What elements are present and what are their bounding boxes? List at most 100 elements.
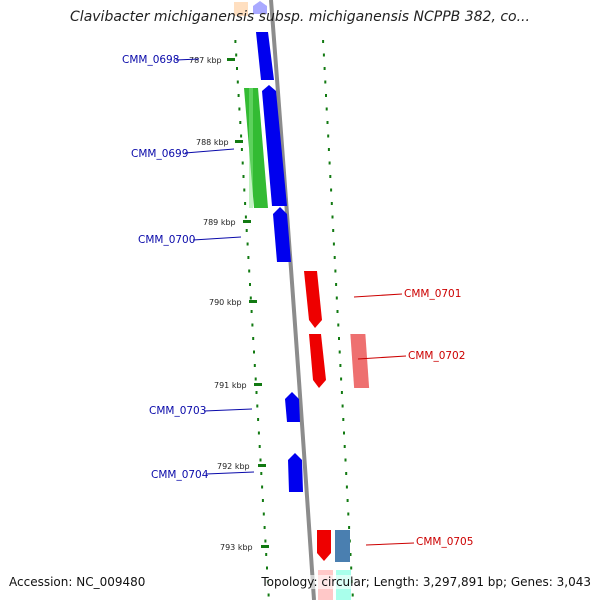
right-tick-39 [350, 566, 353, 570]
left-tick-35 [262, 512, 265, 516]
right-tick-5 [325, 107, 328, 111]
left-tick-34 [261, 499, 264, 502]
gene-leader-cmm-0698 [175, 58, 200, 61]
gene-cmm-0701[interactable] [304, 271, 322, 328]
right-tick-35 [347, 512, 350, 516]
gene-top-blue-faded [253, 1, 267, 14]
kbp-tick-791 [254, 383, 262, 386]
kbp-label-792: 792 kbp [217, 462, 250, 471]
right-tick-4 [325, 94, 327, 97]
kbp-label-793: 793 kbp [220, 543, 253, 552]
gene-cmm-0704[interactable] [288, 453, 303, 492]
gene-cmm-0705-blue[interactable] [335, 530, 350, 562]
gene-cmm-0702[interactable] [309, 334, 326, 388]
gene-leader-cmm-0703 [203, 408, 253, 412]
gene-cmm-0702-pale[interactable] [350, 334, 370, 388]
right-tick-19 [335, 296, 338, 300]
genome-summary: Topology: circular; Length: 3,297,891 bp… [261, 575, 591, 589]
left-tick-20 [250, 310, 253, 313]
right-tick-29 [343, 431, 345, 435]
right-tick-9 [328, 161, 331, 165]
kbp-tick-789 [243, 220, 251, 223]
right-tick-23 [338, 350, 341, 354]
gene-label-cmm-0705[interactable]: CMM_0705 [416, 536, 473, 548]
right-tick-7 [327, 134, 330, 138]
gene-label-cmm-0703[interactable]: CMM_0703 [149, 405, 206, 417]
left-tick-26 [255, 391, 258, 394]
gene-leader-cmm-0704 [205, 471, 255, 475]
left-tick-8 [240, 148, 243, 151]
left-tick-31 [259, 458, 262, 462]
kbp-tick-787 [227, 58, 235, 61]
left-tick-32 [260, 472, 263, 475]
gene-label-cmm-0704[interactable]: CMM_0704 [151, 469, 209, 481]
gene-cmm-0700[interactable] [273, 207, 291, 262]
left-tick-25 [254, 377, 257, 381]
gene-cmm-0703[interactable] [285, 392, 300, 422]
left-tick-41 [267, 593, 270, 597]
gene-leader-cmm-0700 [192, 236, 242, 241]
left-tick-0 [234, 40, 237, 43]
kbp-label-791: 791 kbp [214, 381, 247, 390]
left-tick-30 [258, 445, 261, 448]
right-tick-21 [337, 323, 340, 327]
kbp-label-789: 789 kbp [203, 218, 236, 227]
left-tick-17 [248, 269, 251, 273]
right-tick-17 [334, 269, 337, 273]
gene-green-highlight [249, 88, 253, 208]
right-tick-38 [349, 553, 352, 556]
left-tick-5 [238, 107, 241, 111]
right-tick-16 [333, 256, 336, 259]
right-tick-1 [322, 53, 325, 57]
map-title: Clavibacter michiganensis subsp. michiga… [70, 9, 530, 25]
gene-cmm-0705[interactable] [317, 530, 331, 561]
left-tick-11 [243, 188, 246, 192]
kbp-tick-792 [258, 464, 266, 467]
right-tick-12 [330, 202, 333, 205]
right-tick-2 [323, 67, 326, 70]
kbp-label-787: 787 kbp [189, 56, 222, 65]
gene-label-cmm-0698[interactable]: CMM_0698 [122, 54, 179, 66]
right-tick-13 [331, 215, 334, 219]
left-tick-13 [244, 215, 247, 219]
left-tick-22 [252, 337, 255, 340]
left-gene-labels: CMM_0698 CMM_0699 CMM_0700 CMM_0703 CMM_… [122, 54, 255, 481]
kbp-scale: 787 kbp 788 kbp 789 kbp 790 kbp 791 kbp … [189, 56, 269, 552]
left-tick-29 [257, 431, 260, 435]
left-tick-3 [236, 80, 239, 84]
gene-cmm-0698[interactable] [256, 32, 274, 80]
right-tick-27 [341, 404, 344, 408]
left-tick-10 [242, 175, 245, 178]
kbp-tick-788 [235, 140, 243, 143]
gene-top-orange [234, 2, 248, 16]
left-tick-21 [251, 323, 254, 327]
left-tick-12 [244, 202, 247, 205]
right-tick-25 [340, 377, 343, 381]
left-tick-track [234, 40, 270, 597]
left-tick-27 [256, 404, 259, 408]
right-tick-8 [327, 148, 330, 151]
right-tick-36 [348, 526, 351, 529]
right-tick-20 [336, 310, 339, 313]
left-tick-4 [237, 94, 240, 97]
gene-leader-cmm-0701 [353, 293, 403, 298]
right-tick-31 [344, 458, 347, 462]
gene-label-cmm-0702[interactable]: CMM_0702 [408, 350, 465, 362]
right-tick-26 [340, 391, 343, 394]
right-tick-14 [332, 229, 335, 232]
left-tick-7 [240, 134, 243, 138]
right-tick-28 [342, 418, 345, 421]
left-tick-2 [236, 67, 238, 70]
right-tick-0 [322, 40, 325, 43]
gene-label-cmm-0699[interactable]: CMM_0699 [131, 148, 188, 160]
genome-backbone [269, 0, 316, 600]
left-tick-6 [239, 121, 242, 124]
left-tick-24 [253, 364, 256, 367]
gene-leader-cmm-0699 [184, 148, 235, 154]
right-tick-41 [351, 593, 354, 597]
gene-label-cmm-0701[interactable]: CMM_0701 [404, 288, 461, 300]
left-tick-36 [263, 526, 266, 529]
gene-label-cmm-0700[interactable]: CMM_0700 [138, 234, 195, 246]
gene-cmm-0699[interactable] [262, 85, 287, 206]
